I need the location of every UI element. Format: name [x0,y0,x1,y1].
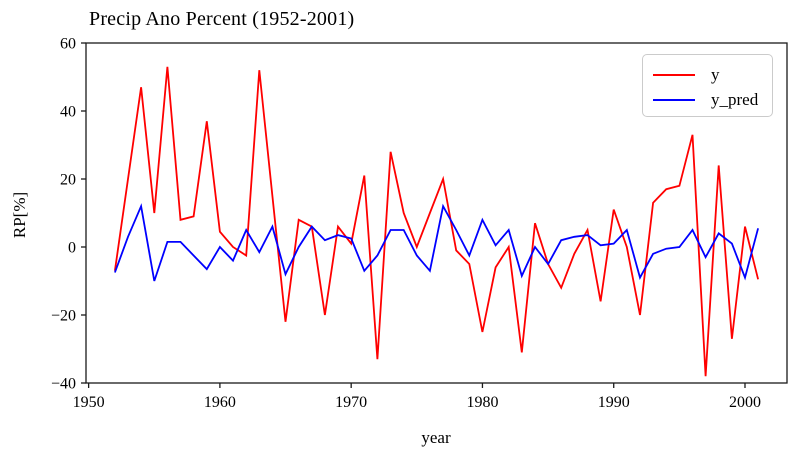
y-tick-label: −40 [51,376,76,393]
plot-border [85,42,788,384]
y-tick-label: −20 [51,308,76,325]
legend-entry-y-pred: y_pred [653,87,772,112]
x-tick-label: 1950 [73,394,105,411]
x-tick-label: 1970 [335,394,367,411]
y-tick-label: 40 [60,104,76,121]
legend: y y_pred [642,54,773,117]
series-y-line [114,66,759,377]
x-tick-label: 1960 [204,394,236,411]
legend-entry-y: y [653,62,772,87]
y-axis-title: RP[%] [10,191,29,239]
x-tick-label: 1990 [598,394,630,411]
series-y_pred-line [114,203,759,282]
legend-label-y: y [711,65,720,84]
chart-title: Precip Ano Percent (1952-2001) [89,8,355,30]
y-axis-ticks: −40 −20 0 20 40 60 [51,36,86,393]
x-tick-label: 2000 [729,394,761,411]
legend-line-y-icon [653,73,695,76]
legend-label-y-pred: y_pred [711,90,759,109]
y-tick-label: 20 [60,172,76,189]
x-tick-label: 1980 [466,394,498,411]
x-axis-ticks: 1950 1960 1970 1980 1990 2000 [73,383,761,411]
y-tick-label: 0 [68,240,76,257]
legend-line-y-pred-icon [653,98,695,101]
x-axis-title: year [421,428,451,447]
y-tick-label: 60 [60,36,76,53]
